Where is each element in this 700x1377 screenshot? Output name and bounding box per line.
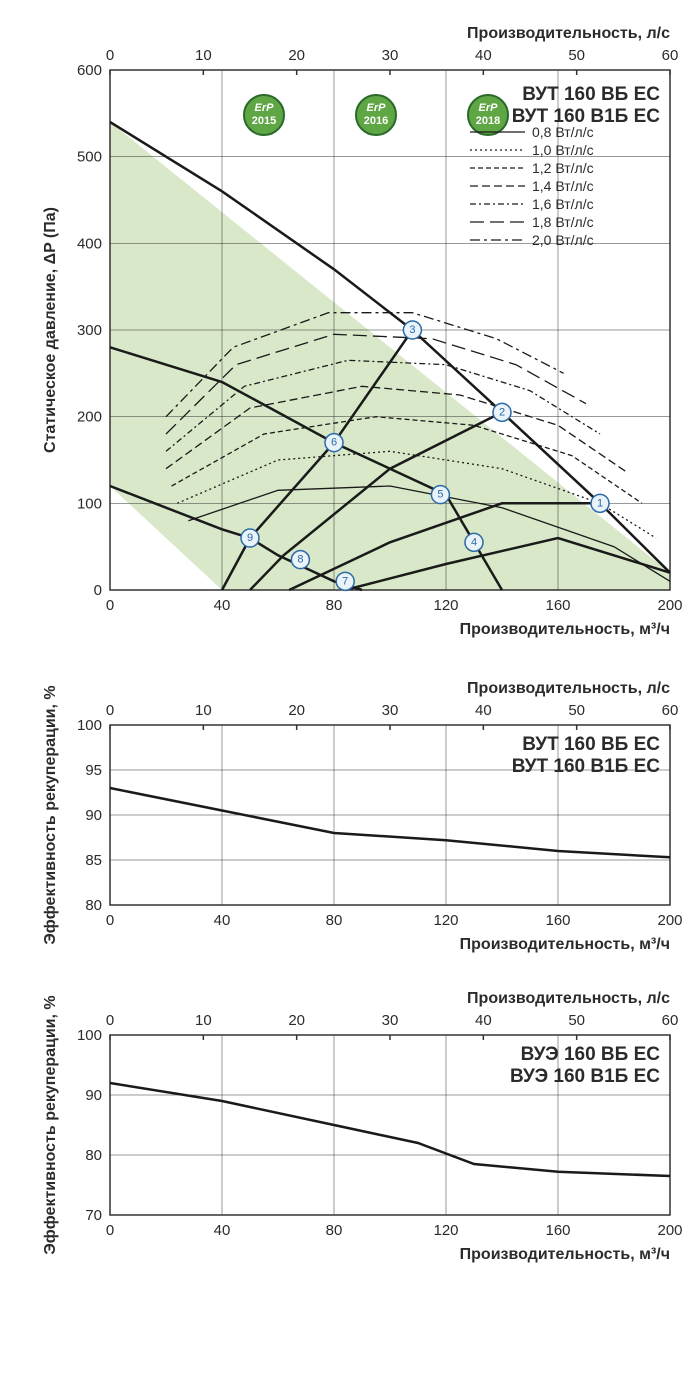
svg-text:Производительность, м³/ч: Производительность, м³/ч [460,1246,670,1263]
svg-text:80: 80 [326,912,343,929]
svg-text:50: 50 [568,702,585,719]
svg-text:20: 20 [288,47,305,64]
svg-text:90: 90 [85,1087,102,1104]
svg-text:40: 40 [475,702,492,719]
svg-text:100: 100 [77,1027,102,1044]
svg-text:400: 400 [77,235,102,252]
svg-text:200: 200 [657,1222,682,1239]
svg-text:0: 0 [106,597,114,614]
svg-text:600: 600 [77,62,102,79]
svg-text:1,8 Вт/л/с: 1,8 Вт/л/с [532,214,594,230]
svg-text:0: 0 [106,702,114,719]
chart-efficiency-vue: 708090100040801201602000102030405060Прои… [10,980,690,1290]
svg-text:0: 0 [106,1012,114,1029]
svg-text:0: 0 [94,582,102,599]
svg-text:ВУТ 160 ВБ ЕС: ВУТ 160 ВБ ЕС [522,734,660,755]
svg-text:1,4 Вт/л/с: 1,4 Вт/л/с [532,178,594,194]
svg-text:100: 100 [77,717,102,734]
svg-text:120: 120 [433,1222,458,1239]
svg-text:10: 10 [195,47,212,64]
svg-text:0: 0 [106,912,114,929]
svg-text:9: 9 [247,532,253,544]
svg-text:ВУЭ 160 ВБ ЕС: ВУЭ 160 ВБ ЕС [521,1044,661,1065]
svg-text:Эффективность рекуперации, %: Эффективность рекуперации, % [42,995,59,1254]
svg-text:300: 300 [77,322,102,339]
svg-text:1: 1 [597,497,603,509]
svg-text:30: 30 [382,702,399,719]
svg-text:8: 8 [297,554,303,566]
svg-text:60: 60 [662,47,679,64]
svg-text:95: 95 [85,762,102,779]
svg-text:2018: 2018 [476,115,500,127]
svg-text:Производительность, л/с: Производительность, л/с [467,680,670,697]
svg-text:40: 40 [214,912,231,929]
svg-text:Производительность, м³/ч: Производительность, м³/ч [460,621,670,638]
svg-text:2015: 2015 [252,115,276,127]
svg-text:1,0 Вт/л/с: 1,0 Вт/л/с [532,142,594,158]
svg-text:70: 70 [85,1207,102,1224]
svg-text:80: 80 [326,597,343,614]
svg-text:2: 2 [499,406,505,418]
svg-text:6: 6 [331,437,337,449]
svg-text:40: 40 [214,597,231,614]
svg-text:60: 60 [662,702,679,719]
svg-text:Производительность, м³/ч: Производительность, м³/ч [460,936,670,953]
svg-text:20: 20 [288,702,305,719]
chart-efficiency-vut: 80859095100040801201602000102030405060Пр… [10,670,690,980]
svg-text:1,6 Вт/л/с: 1,6 Вт/л/с [532,196,594,212]
svg-text:ErP: ErP [367,102,387,114]
svg-text:30: 30 [382,1012,399,1029]
svg-text:5: 5 [437,489,443,501]
svg-text:Производительность, л/с: Производительность, л/с [467,990,670,1007]
svg-text:0: 0 [106,47,114,64]
svg-text:ErP: ErP [479,102,499,114]
svg-text:ВУЭ 160 В1Б ЕС: ВУЭ 160 В1Б ЕС [510,1066,660,1087]
svg-text:30: 30 [382,47,399,64]
svg-text:7: 7 [342,575,348,587]
svg-text:200: 200 [77,409,102,426]
svg-text:90: 90 [85,807,102,824]
svg-text:50: 50 [568,47,585,64]
svg-text:80: 80 [85,1147,102,1164]
svg-text:ВУТ 160 В1Б ЕС: ВУТ 160 В1Б ЕС [512,756,661,777]
svg-text:10: 10 [195,702,212,719]
svg-text:Статическое давление, ΔP (Па): Статическое давление, ΔP (Па) [42,207,59,453]
svg-text:50: 50 [568,1012,585,1029]
svg-text:500: 500 [77,149,102,166]
svg-text:80: 80 [326,1222,343,1239]
svg-text:0,8 Вт/л/с: 0,8 Вт/л/с [532,124,594,140]
svg-text:120: 120 [433,597,458,614]
svg-text:100: 100 [77,495,102,512]
svg-text:120: 120 [433,912,458,929]
svg-text:Эффективность рекуперации, %: Эффективность рекуперации, % [42,685,59,944]
chart-pressure: 0100200300400500600040801201602000102030… [10,10,690,670]
svg-text:2016: 2016 [364,115,388,127]
svg-text:0: 0 [106,1222,114,1239]
svg-text:1,2 Вт/л/с: 1,2 Вт/л/с [532,160,594,176]
svg-text:40: 40 [475,1012,492,1029]
svg-text:ВУТ 160 ВБ ЕС: ВУТ 160 ВБ ЕС [522,84,660,105]
svg-text:80: 80 [85,897,102,914]
svg-text:40: 40 [214,1222,231,1239]
svg-text:85: 85 [85,852,102,869]
svg-text:160: 160 [545,597,570,614]
svg-text:60: 60 [662,1012,679,1029]
svg-text:10: 10 [195,1012,212,1029]
svg-text:160: 160 [545,912,570,929]
svg-text:200: 200 [657,597,682,614]
svg-text:2,0 Вт/л/с: 2,0 Вт/л/с [532,232,594,248]
svg-text:40: 40 [475,47,492,64]
svg-text:ErP: ErP [255,102,275,114]
svg-text:160: 160 [545,1222,570,1239]
svg-text:20: 20 [288,1012,305,1029]
svg-text:200: 200 [657,912,682,929]
svg-text:4: 4 [471,536,477,548]
svg-text:3: 3 [409,324,415,336]
svg-text:Производительность, л/с: Производительность, л/с [467,25,670,42]
